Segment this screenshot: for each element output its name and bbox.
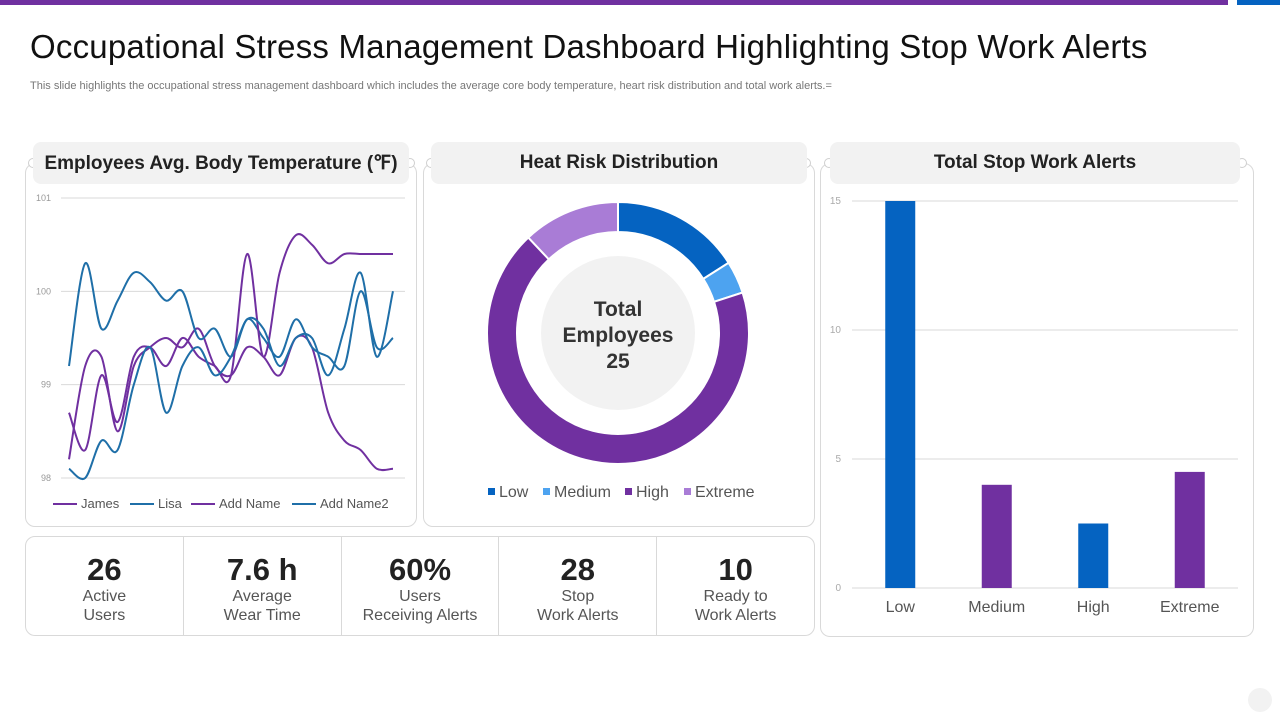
legend-label: Extreme: [695, 484, 755, 501]
bar-low: [885, 201, 916, 588]
legend-swatch: [684, 488, 691, 495]
kpi-stop-work-alerts: 28 Stop Work Alerts: [499, 537, 658, 635]
page-subtitle: This slide highlights the occupational s…: [30, 80, 832, 92]
slide-corner-circle: [1248, 688, 1272, 712]
stop-work-alerts-bar-chart: 0 5 10 15 Low Medium High Extreme: [830, 196, 1238, 616]
line-series-4: [68, 271, 394, 481]
legend-label: Add Name2: [320, 496, 389, 511]
y-tick-label: 5: [835, 454, 841, 465]
legend-label: High: [636, 484, 669, 501]
legend-label: Low: [499, 484, 529, 501]
x-tick-label: High: [1077, 599, 1110, 616]
temperature-chart-title: Employees Avg. Body Temperature (℉): [33, 142, 409, 184]
legend-label: Medium: [554, 484, 611, 501]
line-series-2: [68, 262, 394, 371]
x-tick-label: Extreme: [1160, 599, 1220, 616]
donut-slice-high: [486, 236, 750, 465]
heat-risk-chart-title: Heat Risk Distribution: [431, 142, 807, 184]
kpi-average-wear-time: 7.6 h Average Wear Time: [184, 537, 342, 635]
kpi-value: 10: [718, 552, 753, 587]
donut-center-disc: [541, 256, 695, 410]
top-accent-bar-purple: [0, 0, 1228, 5]
legend-label: Add Name: [219, 496, 280, 511]
temperature-line-chart: 98 99 100 101 James Lisa Add Name Add Name2: [36, 193, 405, 511]
bar-high: [1078, 523, 1109, 588]
heat-risk-donut-chart: Total Employees 25 Low Medium High Extreme: [486, 200, 755, 501]
donut-center-text: Total: [594, 298, 643, 321]
bar-extreme: [1174, 471, 1205, 588]
kpi-strip: 26 Active Users 7.6 h Average Wear Time …: [25, 536, 815, 636]
top-accent-bar-blue: [1237, 0, 1280, 5]
x-tick-label: Medium: [968, 599, 1025, 616]
stop-work-alerts-chart-title: Total Stop Work Alerts: [830, 142, 1240, 184]
y-tick-label: 10: [830, 325, 842, 336]
y-tick-label: 100: [36, 286, 51, 296]
kpi-active-users: 26 Active Users: [26, 537, 184, 635]
kpi-label: Average Wear Time: [223, 588, 301, 624]
kpi-value: 60%: [388, 552, 452, 587]
legend-label: Lisa: [158, 496, 183, 511]
kpi-value: 28: [560, 552, 596, 587]
kpi-label: Ready to Work Alerts: [694, 588, 777, 624]
y-tick-label: 15: [830, 196, 842, 207]
kpi-label: Users Receiving Alerts: [362, 588, 478, 624]
line-series-3: [68, 233, 393, 452]
donut-slice-extreme: [526, 200, 619, 261]
kpi-label: Active Users: [82, 588, 127, 624]
y-tick-label: 99: [41, 380, 51, 390]
donut-center-text: 25: [606, 350, 630, 373]
x-tick-label: Low: [886, 599, 916, 616]
legend-swatch: [488, 488, 495, 495]
bar-medium: [981, 484, 1012, 588]
kpi-users-receiving-alerts: 60% Users Receiving Alerts: [342, 537, 500, 635]
kpi-value: 7.6 h: [226, 552, 298, 587]
legend-swatch: [543, 488, 550, 495]
legend-swatch: [625, 488, 632, 495]
y-tick-label: 98: [41, 473, 51, 483]
kpi-value: 26: [87, 552, 122, 587]
donut-center-text: Employees: [563, 324, 674, 347]
page-title: Occupational Stress Management Dashboard…: [30, 28, 1148, 65]
kpi-label: Stop Work Alerts: [537, 588, 619, 624]
kpi-ready-to-work-alerts: 10 Ready to Work Alerts: [657, 537, 814, 635]
legend-label: James: [81, 496, 120, 511]
y-tick-label: 0: [835, 583, 841, 594]
y-tick-label: 101: [36, 193, 51, 203]
